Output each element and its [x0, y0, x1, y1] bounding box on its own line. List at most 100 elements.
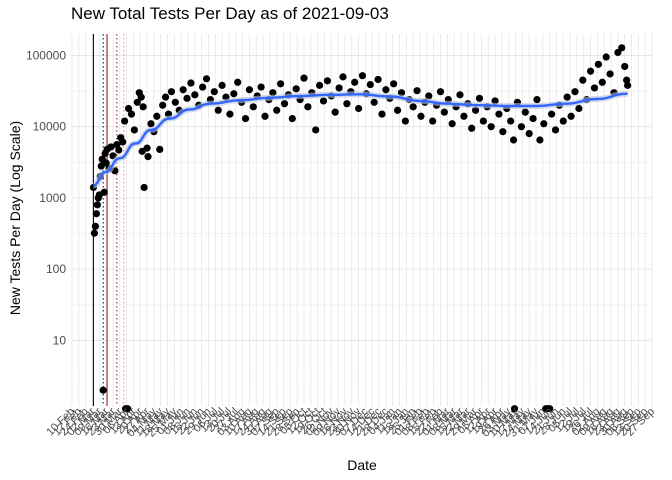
data-point	[471, 106, 480, 114]
data-point	[91, 222, 99, 230]
data-point	[436, 88, 445, 96]
data-point	[137, 93, 145, 101]
data-point	[510, 405, 519, 413]
data-point	[202, 75, 211, 83]
y-tick-label: 10	[53, 333, 67, 347]
data-point	[413, 87, 421, 95]
data-point	[529, 114, 537, 123]
data-point	[507, 117, 515, 125]
data-point	[586, 67, 595, 75]
data-point	[540, 120, 548, 128]
data-point	[425, 92, 433, 100]
data-point	[499, 128, 507, 136]
data-point	[618, 44, 626, 52]
data-point	[144, 153, 152, 161]
data-point	[401, 117, 409, 125]
y-tick-label: 10000	[33, 120, 67, 134]
data-point	[479, 117, 487, 125]
data-point	[559, 117, 567, 125]
data-point	[123, 405, 132, 413]
data-point	[218, 81, 226, 89]
data-point	[594, 60, 602, 68]
data-point	[99, 386, 107, 394]
data-point	[288, 114, 296, 123]
data-point	[440, 108, 448, 116]
data-point	[90, 229, 99, 237]
data-point	[393, 106, 402, 114]
data-point	[153, 112, 161, 120]
data-point	[139, 103, 147, 111]
data-point	[269, 89, 277, 97]
data-point	[124, 104, 133, 113]
data-point	[351, 78, 359, 86]
data-point	[214, 106, 222, 114]
data-point	[187, 79, 195, 87]
data-point	[249, 103, 257, 111]
data-point	[199, 83, 207, 91]
data-point	[159, 101, 167, 109]
data-point	[343, 100, 351, 108]
y-tick-label: 1000	[39, 191, 66, 205]
data-point	[547, 110, 556, 118]
chart-title: New Total Tests Per Day as of 2021-09-03	[71, 4, 389, 23]
data-point	[456, 91, 464, 99]
data-point	[156, 145, 164, 153]
data-point	[93, 201, 101, 209]
data-point	[147, 120, 155, 128]
data-point	[127, 110, 136, 118]
smooth-trend	[92, 90, 628, 189]
data-point	[525, 129, 533, 138]
data-point	[230, 90, 238, 98]
data-point	[468, 124, 476, 132]
data-point	[370, 98, 378, 106]
reference-lines	[92, 34, 125, 406]
data-point	[167, 88, 176, 96]
data-point	[475, 94, 484, 102]
data-point	[571, 88, 579, 96]
data-point	[358, 72, 367, 80]
data-point	[382, 86, 390, 94]
data-point	[140, 183, 148, 192]
data-point	[546, 405, 554, 413]
data-point	[551, 126, 560, 134]
data-point	[241, 114, 250, 123]
data-point	[390, 80, 398, 88]
data-point	[575, 104, 583, 113]
data-point	[183, 94, 191, 102]
data-point	[590, 84, 599, 92]
data-point	[509, 136, 518, 144]
data-point	[277, 80, 285, 88]
data-point	[115, 146, 123, 154]
data-point	[319, 97, 328, 105]
data-point	[495, 110, 503, 118]
data-point	[312, 126, 320, 134]
data-point	[331, 108, 339, 116]
y-tick-label: 100000	[26, 48, 66, 62]
data-point	[300, 74, 308, 82]
data-point	[335, 84, 343, 92]
data-point	[234, 78, 242, 86]
smooth-line	[93, 92, 628, 187]
data-point	[621, 62, 629, 71]
data-point	[366, 80, 374, 89]
data-point	[339, 73, 347, 81]
data-point	[292, 85, 300, 93]
data-point	[624, 81, 632, 89]
data-point	[429, 117, 437, 125]
x-axis-title: Date	[347, 457, 377, 473]
data-point	[161, 93, 170, 101]
data-point	[354, 104, 363, 113]
data-point	[304, 103, 312, 111]
data-point	[133, 98, 141, 106]
data-point	[102, 159, 110, 167]
data-point	[378, 110, 386, 118]
data-point	[409, 103, 417, 111]
y-axis-title: New Tests Per Day (Log Scale)	[7, 121, 23, 315]
data-point	[417, 112, 425, 120]
data-point	[179, 86, 187, 94]
data-point	[273, 106, 281, 114]
data-point	[107, 143, 115, 151]
data-point	[315, 81, 324, 89]
